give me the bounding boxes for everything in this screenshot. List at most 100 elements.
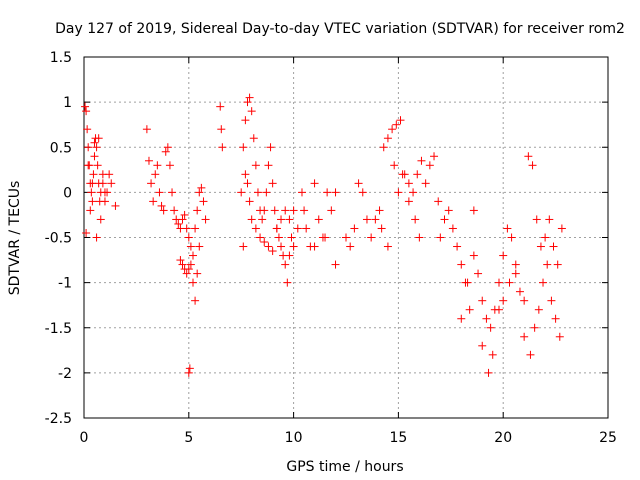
data-point	[239, 143, 248, 152]
data-point	[142, 125, 151, 134]
data-point	[390, 161, 399, 170]
x-tick-label: 20	[494, 430, 512, 446]
x-tick-label: 10	[285, 430, 303, 446]
data-point	[528, 161, 537, 170]
data-point	[201, 215, 210, 224]
data-point	[268, 179, 277, 188]
data-point	[289, 242, 298, 251]
data-point	[151, 170, 160, 179]
y-tick-label: 0	[63, 185, 72, 201]
data-point	[153, 161, 162, 170]
data-point	[520, 332, 529, 341]
y-tick-label: -0.5	[45, 231, 72, 247]
data-point	[415, 233, 424, 242]
data-point	[262, 188, 271, 197]
data-point	[193, 269, 202, 278]
data-point	[413, 170, 422, 179]
data-point	[350, 224, 359, 233]
data-point	[195, 242, 204, 251]
data-point	[89, 170, 98, 179]
data-point	[482, 314, 491, 323]
data-point	[392, 120, 401, 129]
data-point	[268, 247, 277, 256]
data-point	[197, 183, 206, 192]
data-point	[180, 210, 189, 219]
data-point	[170, 206, 179, 215]
data-point	[321, 233, 330, 242]
data-point	[178, 215, 187, 224]
data-point	[93, 161, 102, 170]
data-point	[264, 242, 273, 251]
data-point	[457, 314, 466, 323]
data-point	[82, 228, 91, 237]
data-point	[84, 161, 93, 170]
data-point	[453, 242, 462, 251]
data-point	[505, 278, 514, 287]
data-point	[260, 206, 269, 215]
data-point	[547, 296, 556, 305]
data-point	[90, 152, 99, 161]
data-point	[264, 161, 273, 170]
data-point	[92, 143, 101, 152]
data-point	[530, 323, 539, 332]
x-tick-label: 0	[80, 430, 89, 446]
data-point	[159, 206, 168, 215]
data-point	[144, 156, 153, 165]
data-point	[161, 147, 170, 156]
y-tick-label: 1	[63, 95, 72, 111]
data-point	[478, 341, 487, 350]
data-point	[100, 197, 109, 206]
data-point	[409, 188, 418, 197]
data-point	[539, 278, 548, 287]
data-point	[331, 260, 340, 269]
x-tick-label: 5	[184, 430, 193, 446]
data-point	[186, 260, 195, 269]
data-point	[90, 138, 99, 147]
data-point	[463, 278, 472, 287]
data-point	[174, 219, 183, 228]
data-point	[184, 233, 193, 242]
data-points	[81, 93, 566, 377]
data-point	[394, 188, 403, 197]
data-point	[511, 260, 520, 269]
data-point	[488, 350, 497, 359]
data-point	[241, 170, 250, 179]
data-point	[323, 188, 332, 197]
data-point	[297, 188, 306, 197]
data-point	[425, 161, 434, 170]
data-point	[293, 224, 302, 233]
data-point	[285, 251, 294, 260]
data-point	[383, 242, 392, 251]
data-point	[237, 188, 246, 197]
data-point	[421, 179, 430, 188]
data-point	[310, 242, 319, 251]
data-point	[147, 179, 156, 188]
data-point	[396, 116, 405, 125]
data-point	[163, 143, 172, 152]
data-point	[149, 197, 158, 206]
data-point	[277, 242, 286, 251]
data-point	[302, 224, 311, 233]
data-point	[543, 260, 552, 269]
data-point	[195, 188, 204, 197]
data-point	[285, 215, 294, 224]
data-point	[107, 179, 116, 188]
data-point	[266, 143, 275, 152]
data-point	[541, 233, 550, 242]
data-point	[436, 233, 445, 242]
data-point	[81, 102, 90, 111]
data-point	[168, 188, 177, 197]
data-point	[98, 170, 107, 179]
y-tick-label: -1	[58, 276, 72, 292]
data-point	[157, 201, 166, 210]
data-point	[545, 215, 554, 224]
data-point	[503, 224, 512, 233]
data-point	[283, 278, 292, 287]
data-point	[86, 206, 95, 215]
data-point	[199, 197, 208, 206]
data-point	[448, 224, 457, 233]
data-point	[245, 93, 254, 102]
data-point	[178, 260, 187, 269]
data-point	[457, 260, 466, 269]
